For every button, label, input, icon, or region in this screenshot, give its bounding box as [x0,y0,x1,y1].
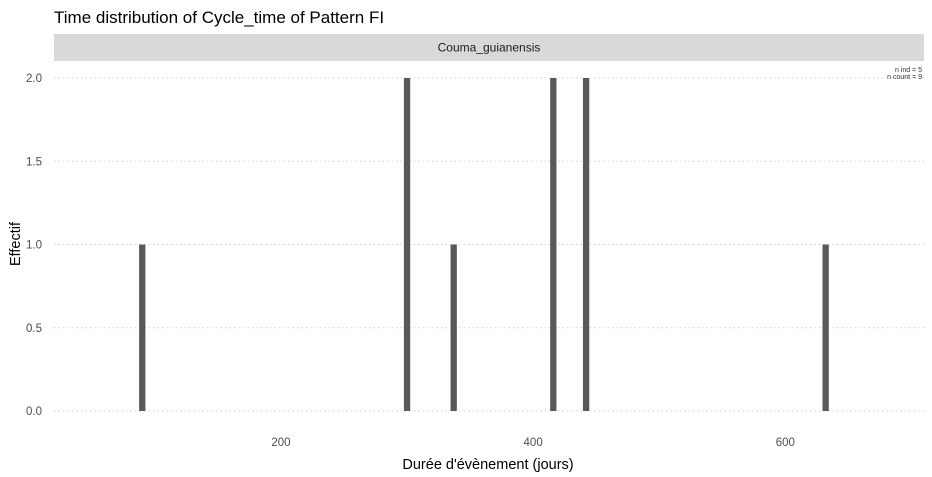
bar-layer [139,78,829,411]
x-tick-label-2: 600 [776,437,795,449]
facet-strip [54,34,924,61]
grid-layer [54,77,924,412]
bar-2 [450,244,457,411]
bar-4 [582,78,590,411]
x-tick-label-0: 200 [271,437,290,449]
bar-1 [403,78,411,411]
bar-5 [822,244,829,411]
bar-3 [550,78,557,411]
y-tick-label-0: 0.0 [26,406,42,418]
y-tick-label-3: 1.5 [26,156,42,168]
annotation-n-count: n count = 9 [887,74,922,81]
facet-label: Couma_guianensis [438,41,541,55]
y-axis-title: Effectif [8,221,24,266]
y-tick-label-1: 0.5 [26,323,42,335]
chart-title: Time distribution of Cycle_time of Patte… [54,8,384,27]
y-tick-label-4: 2.0 [26,73,42,85]
bar-0 [139,244,146,411]
x-tick-labels: 200 400 600 [271,437,795,449]
x-axis-title: Durée d'évènement (jours) [402,457,573,473]
annotation-n-ind: n ind = 5 [895,67,922,74]
y-tick-label-2: 1.0 [26,240,42,252]
y-tick-labels: 0.0 0.5 1.0 1.5 2.0 [26,73,42,418]
x-tick-label-1: 400 [524,437,543,449]
